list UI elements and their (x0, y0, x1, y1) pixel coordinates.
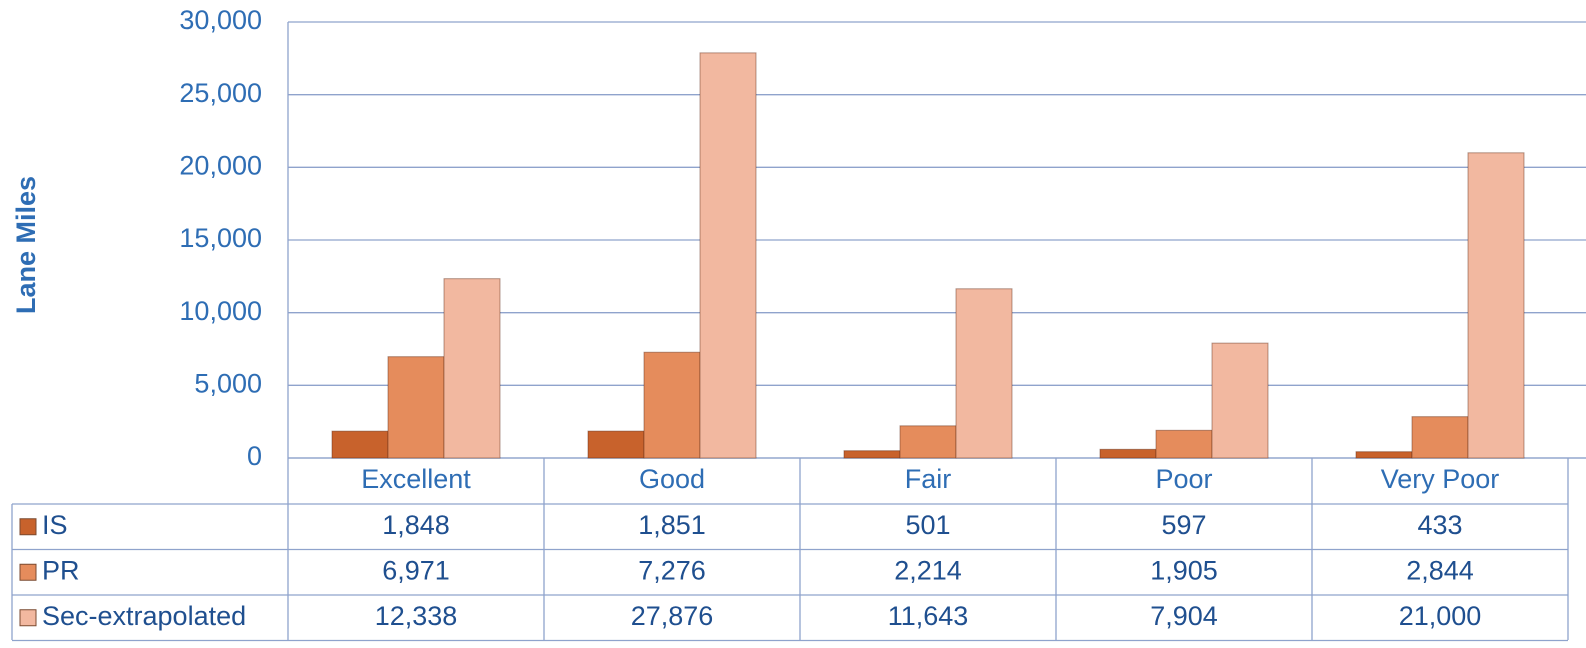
bar (899, 425, 957, 459)
bar (1211, 342, 1269, 459)
x-tick-label: Poor (1155, 464, 1212, 494)
table-value: 7,276 (638, 555, 706, 585)
x-tick-label: Fair (905, 464, 952, 494)
table-value: 597 (1161, 510, 1206, 540)
bar (643, 351, 701, 459)
bar (387, 356, 445, 459)
y-tick-label: 20,000 (179, 150, 262, 180)
table-value: 2,214 (894, 555, 962, 585)
x-tick-label: Good (639, 464, 705, 494)
bar (1355, 451, 1413, 459)
table-value: 6,971 (382, 555, 450, 585)
legend-label: Sec-extrapolated (42, 601, 246, 631)
bar (443, 278, 501, 459)
y-tick-label: 25,000 (179, 78, 262, 108)
legend-swatch (19, 563, 37, 581)
bar (1411, 416, 1469, 459)
legend-label: IS (42, 510, 68, 540)
y-tick-label: 15,000 (179, 223, 262, 253)
legend-swatch (19, 609, 37, 627)
table-value: 7,904 (1150, 601, 1218, 631)
table-value: 1,905 (1150, 555, 1218, 585)
y-tick-label: 0 (247, 441, 262, 471)
table-value: 1,851 (638, 510, 706, 540)
legend-label: PR (42, 555, 80, 585)
table-value: 27,876 (631, 601, 714, 631)
table-value: 433 (1417, 510, 1462, 540)
table-value: 11,643 (888, 601, 969, 631)
bar (699, 52, 757, 459)
table-value: 21,000 (1399, 601, 1482, 631)
bar (331, 430, 389, 459)
y-tick-label: 5,000 (194, 368, 262, 398)
y-axis-label: Lane Miles (11, 176, 41, 314)
bar (955, 288, 1013, 459)
bar (1099, 448, 1157, 459)
table-value: 501 (905, 510, 950, 540)
table-value: 1,848 (382, 510, 450, 540)
bar (1155, 429, 1213, 459)
x-tick-label: Excellent (361, 464, 471, 494)
bar (1467, 152, 1525, 459)
table-value: 2,844 (1406, 555, 1474, 585)
bar (587, 430, 645, 459)
y-tick-label: 30,000 (179, 5, 262, 35)
table-value: 12,338 (375, 601, 458, 631)
legend-swatch (19, 518, 37, 536)
x-tick-label: Very Poor (1381, 464, 1500, 494)
bar (843, 450, 901, 459)
y-tick-label: 10,000 (179, 296, 262, 326)
